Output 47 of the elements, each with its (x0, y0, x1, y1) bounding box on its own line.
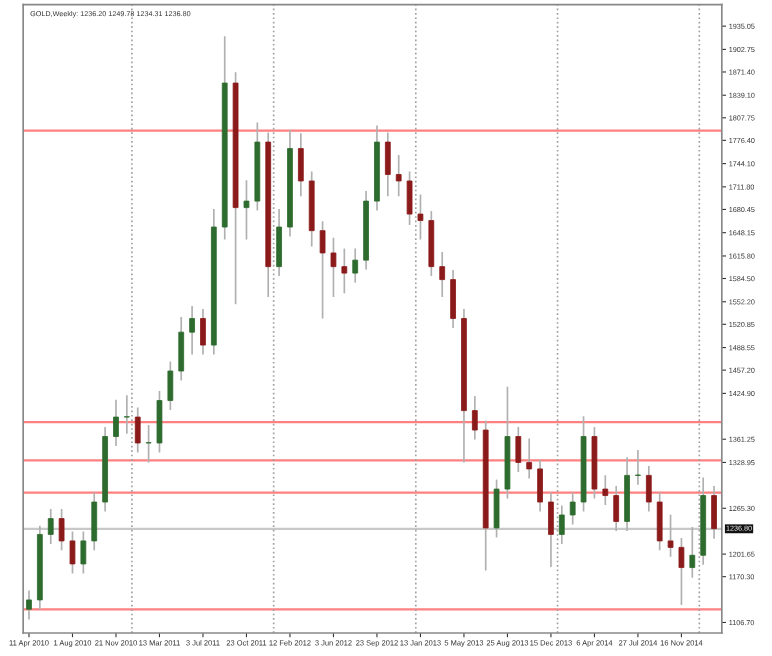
candlestick (243, 180, 250, 240)
candlestick (656, 492, 663, 551)
candlestick (428, 211, 435, 277)
candlestick (667, 514, 674, 557)
candlestick (123, 395, 130, 434)
candlestick (645, 465, 652, 512)
candlestick (80, 531, 87, 574)
candlestick (319, 221, 326, 319)
candlestick (678, 537, 685, 606)
candlestick (558, 505, 565, 544)
candlestick (537, 459, 543, 512)
candlestick (613, 486, 620, 531)
candlestick (624, 457, 630, 531)
candlestick (602, 475, 609, 506)
candlestick (471, 396, 478, 440)
candlestick (439, 252, 446, 297)
candlestick (200, 308, 206, 355)
candlestick (297, 133, 304, 197)
candlestick (58, 509, 65, 551)
candlestick (395, 154, 402, 197)
candlestick (145, 424, 152, 463)
candlestick (156, 391, 163, 453)
candlestick (189, 306, 195, 355)
candlestick (330, 237, 337, 297)
candlestick (450, 270, 456, 328)
candlestick (69, 531, 76, 574)
candlestick (352, 248, 359, 283)
candlestick (548, 492, 554, 567)
candlestick (113, 399, 119, 446)
candlestick (178, 316, 185, 381)
candlestick (341, 248, 348, 294)
candlestick (515, 427, 522, 472)
candlestick (47, 509, 54, 544)
candlestick (417, 194, 424, 240)
candlestick (635, 450, 641, 485)
candlestick (689, 527, 696, 578)
candlestick (526, 438, 533, 479)
candlestick (711, 486, 717, 539)
candlestick (406, 171, 413, 225)
candlestick (569, 492, 576, 525)
candlestick (91, 492, 98, 551)
candlestick (167, 361, 174, 410)
candlestick (134, 407, 141, 453)
candlestick (384, 132, 391, 197)
candlestick (276, 208, 282, 277)
candlestick (493, 479, 500, 538)
candlestick (26, 590, 32, 620)
